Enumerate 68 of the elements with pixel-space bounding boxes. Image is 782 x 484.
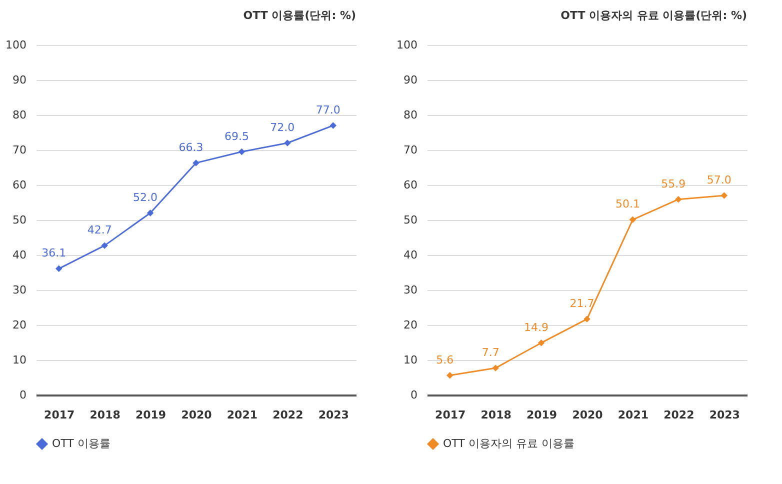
x-tick-label: 2022 [664, 408, 694, 422]
point [238, 148, 246, 156]
y-tick-label: 10 [12, 354, 26, 366]
data-label: 52.0 [133, 191, 158, 204]
y-tick-label: 70 [404, 144, 418, 156]
point [192, 160, 200, 166]
point [101, 242, 108, 249]
x-tick-label: 2020 [181, 408, 212, 422]
y-tick-label: 10 [404, 354, 418, 366]
y-tick-label: 60 [404, 178, 418, 192]
y-tick-label: 40 [404, 248, 418, 262]
x-tick-label: 2017 [435, 408, 466, 422]
y-tick-label: 60 [12, 178, 26, 192]
data-label: 50.1 [615, 198, 640, 211]
y-tick-label: 80 [404, 108, 418, 122]
y-tick-label: 0 [410, 388, 418, 402]
chart-title: OTT 이용자의 유료 이용률(단위: %) [560, 9, 747, 22]
y-tick-label: 30 [12, 284, 26, 296]
x-tick-label: 2019 [135, 408, 166, 422]
y-tick-label: 50 [404, 214, 418, 226]
y-tick-label: 100 [396, 38, 418, 52]
point [675, 196, 682, 203]
data-label: 72.0 [270, 121, 295, 134]
x-tick-label: 2023 [318, 408, 349, 422]
y-tick-label: 70 [12, 144, 26, 156]
data-label: 66.3 [178, 140, 204, 154]
data-label: 36.1 [42, 246, 66, 260]
data-label: 7.7 [482, 346, 500, 360]
y-tick-label: 40 [12, 248, 26, 262]
data-label: 14.9 [524, 320, 549, 334]
x-tick-label: 2019 [526, 408, 558, 422]
y-tick-label: 90 [404, 74, 418, 86]
y-tick-label: 20 [12, 318, 26, 332]
x-tick-label: 2021 [618, 408, 649, 422]
point [56, 265, 62, 272]
data-label: 69.5 [224, 130, 249, 143]
x-tick-label: 2017 [44, 408, 75, 422]
chart-title: OTT 이용률(단위: %) [243, 9, 356, 22]
point [330, 122, 336, 129]
x-tick-label: 2018 [480, 408, 512, 422]
x-tick-label: 2022 [272, 408, 304, 422]
y-tick-label: 80 [12, 108, 26, 122]
data-label: 42.7 [87, 224, 112, 237]
point [720, 192, 728, 199]
x-tick-label: 2023 [709, 408, 740, 422]
x-tick-label: 2020 [572, 408, 604, 422]
y-tick-label: 30 [404, 284, 418, 296]
y-tick-label: 50 [12, 214, 26, 226]
point [629, 216, 636, 224]
data-label: 55.9 [661, 177, 686, 190]
data-label: 21.7 [570, 297, 594, 310]
point [446, 372, 454, 379]
point [284, 140, 291, 146]
data-label: 77.0 [316, 104, 340, 116]
legend-label: OTT 이용자의 유료 이용률 [443, 437, 574, 450]
x-tick-label: 2021 [226, 408, 258, 422]
legend-label: OTT 이용률 [52, 437, 110, 450]
point [584, 316, 590, 322]
y-tick-label: 100 [6, 38, 26, 52]
point [492, 364, 499, 372]
x-tick-label: 2018 [90, 408, 120, 422]
point [538, 339, 545, 346]
y-tick-label: 0 [20, 388, 26, 402]
data-label: 57.0 [706, 174, 732, 186]
point [146, 210, 154, 216]
y-tick-label: 90 [12, 74, 26, 86]
y-tick-label: 20 [404, 318, 418, 332]
data-label: 5.6 [436, 353, 454, 366]
